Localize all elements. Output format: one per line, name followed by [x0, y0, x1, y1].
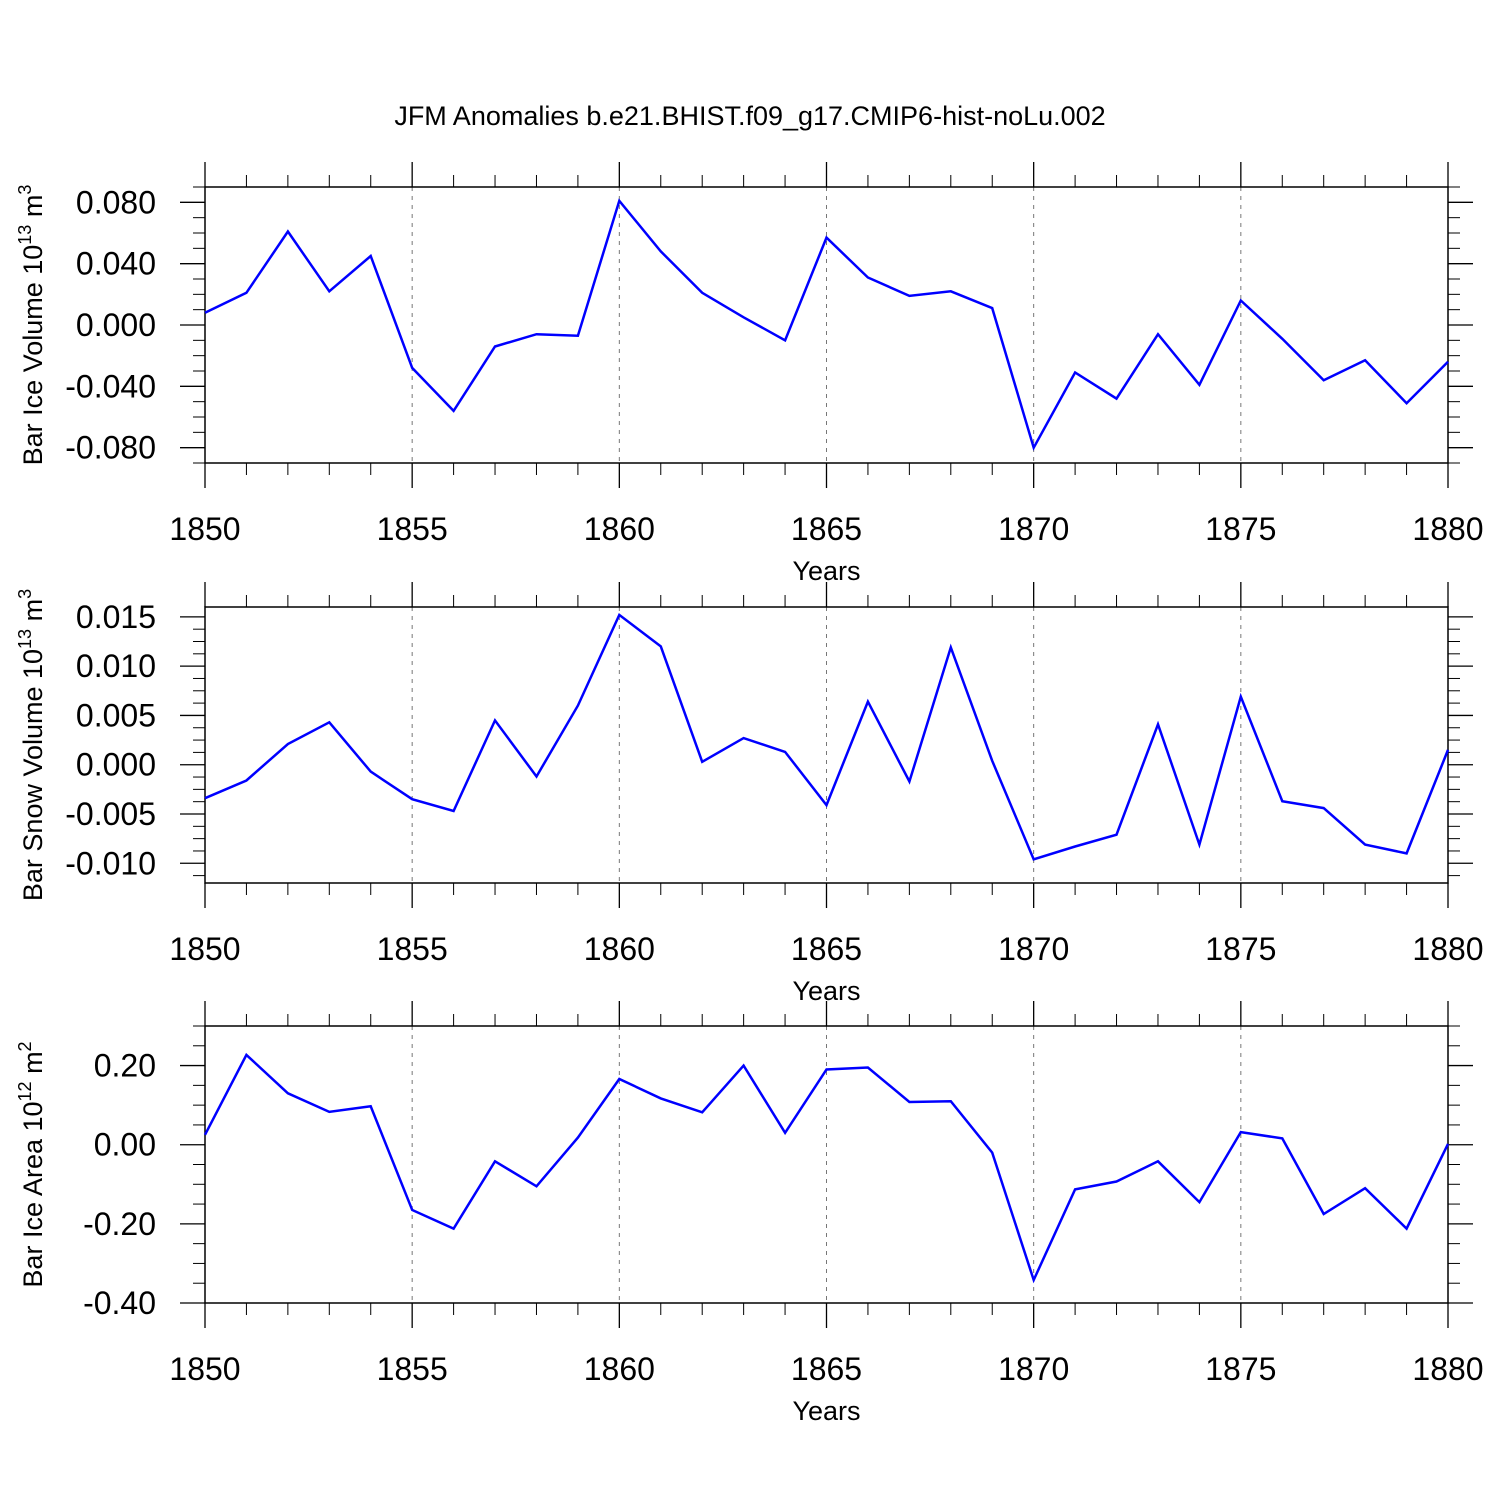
panel1-plot-frame: [204, 186, 1449, 464]
panel1-ytick-label: 0.040: [76, 246, 156, 282]
panel3-series-line: [203, 1052, 1450, 1284]
panel3-xtick-label: 1855: [377, 1351, 448, 1387]
panel3-ytick-label: 0.00: [94, 1127, 156, 1163]
panel3-xtick-label: 1860: [584, 1351, 655, 1387]
panel3-ytick-label: -0.20: [83, 1206, 156, 1242]
panel2-xtick-label: 1875: [1205, 931, 1276, 967]
panel3-xtick-label: 1850: [169, 1351, 240, 1387]
panel3-y-axis-label: Bar Ice Area 1012 m2: [15, 1041, 48, 1287]
panel2-xtick-label: 1865: [791, 931, 862, 967]
panel1-y-axis-label: Bar Ice Volume 1013 m3: [15, 185, 48, 466]
panel1-ytick-label: 0.080: [76, 184, 156, 220]
panel1-xtick-label: 1865: [791, 511, 862, 547]
panel1-xtick-label: 1855: [377, 511, 448, 547]
panel3-xtick-label: 1870: [998, 1351, 1069, 1387]
panel3-xtick-label: 1880: [1412, 1351, 1483, 1387]
panel2-ytick-label: 0.015: [76, 599, 156, 635]
panel2-ytick-label: -0.010: [65, 845, 156, 881]
panel2-xtick-label: 1860: [584, 931, 655, 967]
panel2-plot-frame: [204, 606, 1449, 884]
panel1-ytick-label: -0.080: [65, 430, 156, 466]
panel2-ytick-label: -0.005: [65, 796, 156, 832]
panel1-ytick-label: 0.000: [76, 307, 156, 343]
panel1-xtick-label: 1875: [1205, 511, 1276, 547]
panel1-x-axis-label: Years: [792, 556, 860, 586]
panel2-series-line: [204, 612, 1450, 861]
panel2-xtick-label: 1880: [1412, 931, 1483, 967]
panel1-series-line: [204, 198, 1449, 451]
panel1-xtick-label: 1880: [1412, 511, 1483, 547]
panel1-xtick-label: 1870: [998, 511, 1069, 547]
panel3-plot-frame: [204, 1025, 1449, 1304]
panel1-ytick-label: -0.040: [65, 368, 156, 404]
panel1-xtick-label: 1860: [584, 511, 655, 547]
panel2-y-axis-label: Bar Snow Volume 1013 m3: [15, 589, 48, 901]
panel3-ytick-label: -0.40: [83, 1285, 156, 1321]
panel3-ytick-label: 0.20: [94, 1048, 156, 1084]
panel3-xtick-label: 1865: [791, 1351, 862, 1387]
panel2-ytick-label: 0.005: [76, 697, 156, 733]
panel2-xtick-label: 1870: [998, 931, 1069, 967]
chart-title: JFM Anomalies b.e21.BHIST.f09_g17.CMIP6-…: [394, 101, 1105, 131]
panel3-xtick-label: 1875: [1205, 1351, 1276, 1387]
panel1-xtick-label: 1850: [169, 511, 240, 547]
panel2-xtick-label: 1850: [169, 931, 240, 967]
panel2-ytick-label: 0.010: [76, 648, 156, 684]
panel3-x-axis-label: Years: [792, 1396, 860, 1426]
panel2-ytick-label: 0.000: [76, 747, 156, 783]
panel2-xtick-label: 1855: [377, 931, 448, 967]
